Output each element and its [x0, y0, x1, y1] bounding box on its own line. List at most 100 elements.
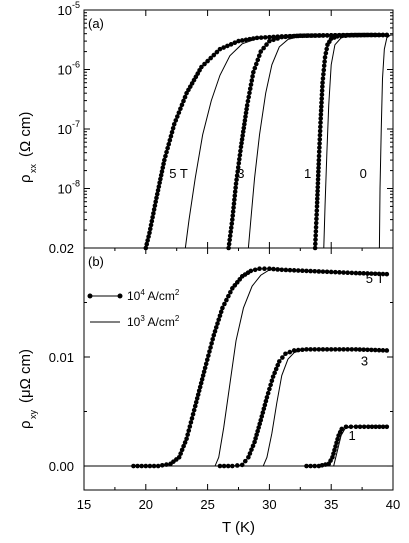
- data-point: [201, 369, 207, 375]
- data-point: [323, 50, 329, 56]
- data-point: [300, 347, 305, 353]
- x-axis-label: T (K): [222, 519, 255, 536]
- data-point: [224, 297, 229, 303]
- data-point: [203, 361, 209, 367]
- data-point: [249, 78, 255, 83]
- series-dots-connector: [228, 34, 387, 249]
- y-tick-exponent: -6: [72, 60, 80, 70]
- data-point: [206, 353, 211, 358]
- data-point: [376, 271, 382, 277]
- data-point: [188, 420, 194, 425]
- data-point: [185, 432, 190, 437]
- series-line-5t: [84, 268, 282, 467]
- data-point: [258, 49, 264, 54]
- data-point: [317, 145, 322, 150]
- data-point: [315, 188, 320, 194]
- data-point: [317, 132, 323, 138]
- y-tick-label: 10: [58, 182, 72, 197]
- y-axis-label-unit: (μΩ cm): [17, 349, 34, 403]
- data-point: [251, 69, 256, 75]
- data-point: [262, 35, 268, 40]
- data-point: [313, 237, 318, 242]
- data-point: [315, 173, 321, 178]
- data-point: [238, 148, 243, 154]
- data-point: [186, 428, 192, 433]
- data-point: [207, 349, 212, 354]
- data-point: [316, 149, 322, 155]
- data-point: [256, 425, 261, 430]
- data-point: [320, 84, 325, 89]
- data-point: [313, 229, 319, 234]
- data-point: [316, 153, 322, 159]
- data-point: [312, 268, 318, 274]
- data-point: [194, 396, 200, 401]
- data-point: [230, 213, 236, 218]
- y-axis-label: ρxy (μΩ cm): [17, 349, 38, 429]
- data-point: [318, 120, 323, 125]
- data-point: [345, 270, 350, 276]
- series-line-3: [247, 34, 387, 249]
- data-point: [314, 204, 320, 209]
- data-point: [380, 271, 386, 277]
- data-point: [234, 177, 239, 182]
- data-point: [196, 388, 202, 394]
- data-point: [150, 214, 155, 220]
- data-point: [154, 195, 159, 201]
- data-point: [231, 205, 236, 210]
- data-point: [236, 38, 241, 44]
- data-point: [229, 221, 235, 226]
- data-point: [175, 114, 180, 119]
- data-point: [269, 378, 275, 384]
- data-point: [321, 67, 327, 73]
- series-line-1: [323, 34, 387, 249]
- data-point: [215, 321, 220, 326]
- data-point: [324, 46, 329, 52]
- data-point: [170, 125, 176, 131]
- data-point: [232, 193, 238, 199]
- data-point: [237, 156, 242, 162]
- data-point: [287, 267, 293, 273]
- data-point: [227, 233, 233, 239]
- data-point: [279, 34, 285, 40]
- data-point: [187, 424, 193, 429]
- y-axis-label-subscript: xy: [28, 410, 38, 420]
- data-point: [232, 189, 238, 195]
- data-point: [369, 271, 374, 276]
- data-point: [317, 137, 323, 142]
- data-point: [320, 76, 326, 81]
- data-point: [211, 332, 217, 338]
- data-point: [161, 161, 166, 167]
- data-point: [239, 462, 245, 468]
- data-point: [317, 128, 323, 134]
- data-point: [328, 269, 334, 275]
- data-point: [191, 407, 197, 413]
- data-point: [308, 268, 313, 274]
- data-point: [320, 269, 326, 274]
- x-tick-label: 15: [77, 497, 91, 512]
- data-point: [199, 377, 205, 382]
- data-point: [232, 197, 237, 203]
- data-point: [244, 103, 250, 108]
- data-point: [357, 270, 363, 276]
- data-point: [384, 348, 390, 353]
- data-point: [315, 177, 321, 182]
- series-line-3: [217, 348, 313, 467]
- data-point: [153, 199, 158, 204]
- x-tick-label: 20: [139, 497, 153, 512]
- data-point: [202, 61, 207, 67]
- data-point: [332, 447, 337, 453]
- data-point: [275, 36, 280, 41]
- data-point: [208, 345, 213, 350]
- data-point: [222, 301, 227, 307]
- data-point: [178, 451, 183, 456]
- data-point: [217, 46, 223, 52]
- data-point: [261, 45, 266, 51]
- data-point: [157, 180, 162, 186]
- data-point: [247, 86, 253, 92]
- data-point: [221, 45, 226, 50]
- y-tick-label: 0.02: [49, 241, 74, 256]
- data-point: [169, 129, 175, 135]
- data-point: [280, 355, 285, 360]
- data-point: [319, 104, 324, 109]
